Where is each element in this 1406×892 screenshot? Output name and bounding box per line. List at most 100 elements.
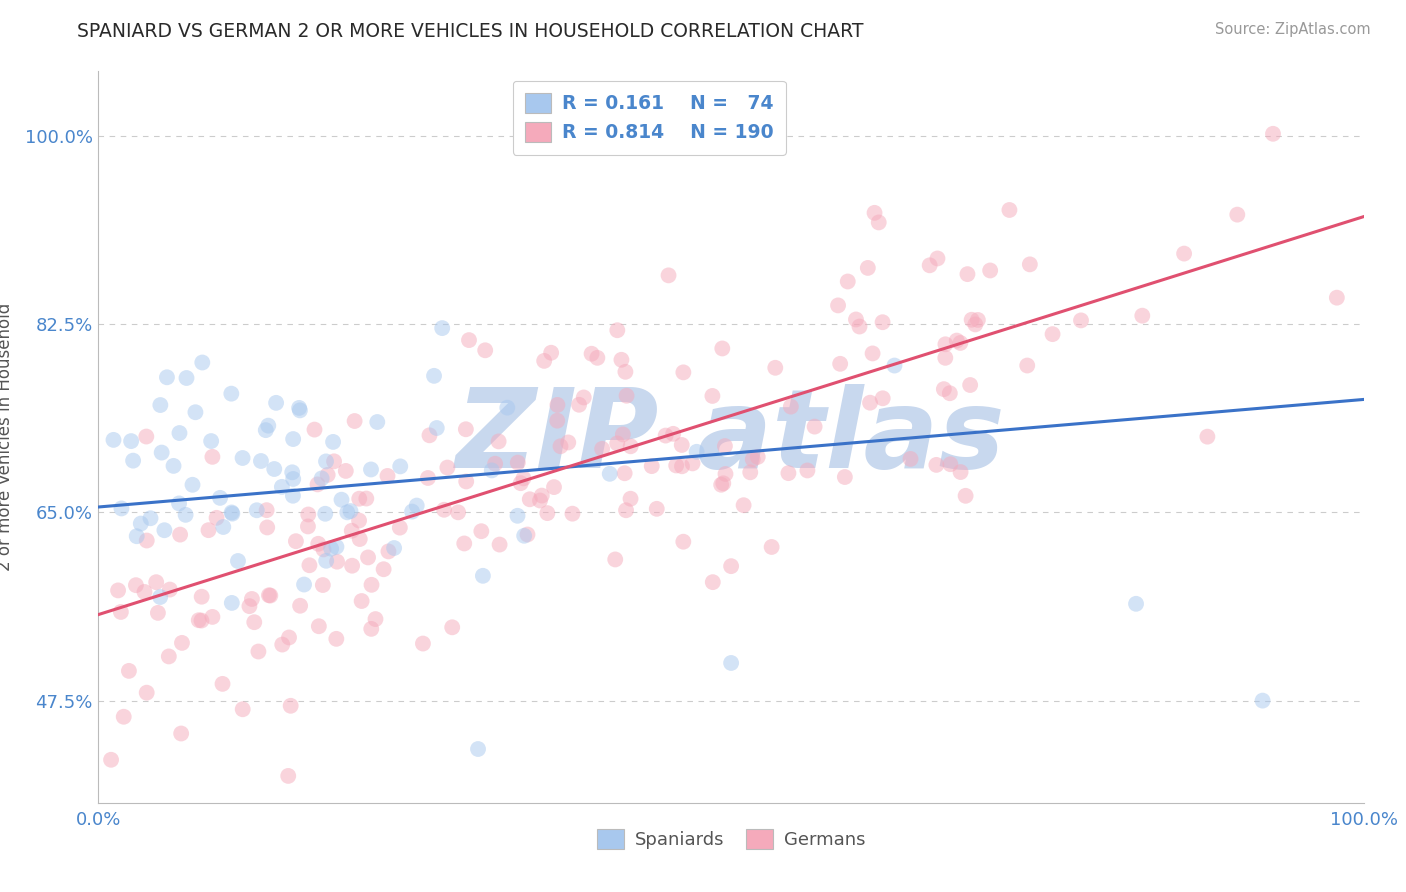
Point [205, 511, 228, 525]
Point [135, 686, 157, 700]
Point [176, 371, 198, 385]
Point [157, 649, 180, 664]
Point [848, 319, 870, 334]
Point [956, 267, 979, 281]
Point [405, 499, 427, 513]
Point [619, 491, 641, 506]
Point [496, 401, 519, 415]
Point [366, 415, 388, 429]
Point [733, 498, 755, 512]
Point [561, 507, 583, 521]
Point [546, 414, 568, 428]
Text: Source: ZipAtlas.com: Source: ZipAtlas.com [1215, 22, 1371, 37]
Point [872, 392, 894, 406]
Point [316, 467, 339, 482]
Point [278, 631, 301, 645]
Point [1251, 693, 1274, 707]
Point [488, 434, 510, 449]
Point [297, 519, 319, 533]
Point [872, 315, 894, 329]
Point [343, 414, 366, 428]
Point [201, 610, 224, 624]
Point [257, 588, 280, 602]
Point [512, 471, 534, 485]
Point [599, 467, 621, 481]
Point [614, 365, 637, 379]
Point [307, 537, 329, 551]
Point [436, 460, 458, 475]
Point [169, 425, 191, 440]
Point [389, 459, 412, 474]
Point [932, 382, 955, 396]
Point [467, 742, 489, 756]
Point [412, 636, 434, 650]
Point [927, 252, 949, 266]
Point [110, 501, 132, 516]
Point [1042, 327, 1064, 342]
Point [200, 434, 222, 448]
Point [432, 321, 454, 335]
Point [516, 527, 538, 541]
Point [827, 298, 849, 312]
Point [416, 471, 439, 485]
Point [330, 492, 353, 507]
Point [187, 613, 209, 627]
Point [314, 507, 336, 521]
Point [488, 538, 510, 552]
Point [312, 542, 335, 557]
Point [150, 445, 173, 459]
Point [613, 467, 636, 481]
Point [259, 589, 281, 603]
Point [347, 514, 370, 528]
Point [221, 386, 243, 401]
Point [284, 534, 307, 549]
Point [747, 450, 769, 464]
Point [710, 477, 733, 491]
Point [201, 450, 224, 464]
Point [481, 463, 503, 477]
Point [280, 698, 302, 713]
Point [1326, 291, 1348, 305]
Point [169, 527, 191, 541]
Point [1130, 309, 1153, 323]
Point [322, 434, 344, 449]
Point [190, 590, 212, 604]
Point [568, 398, 591, 412]
Point [103, 433, 125, 447]
Point [308, 619, 330, 633]
Point [221, 507, 243, 521]
Point [470, 524, 492, 539]
Point [271, 638, 294, 652]
Point [741, 452, 763, 467]
Point [803, 419, 825, 434]
Point [315, 554, 337, 568]
Point [336, 505, 359, 519]
Point [423, 368, 446, 383]
Point [605, 552, 627, 566]
Point [283, 432, 305, 446]
Point [135, 429, 157, 443]
Point [350, 594, 373, 608]
Point [509, 476, 531, 491]
Point [125, 529, 148, 543]
Point [401, 505, 423, 519]
Point [298, 558, 321, 573]
Point [456, 475, 478, 489]
Point [212, 520, 235, 534]
Point [146, 606, 169, 620]
Point [845, 312, 868, 326]
Point [711, 342, 734, 356]
Legend: Spaniards, Germans: Spaniards, Germans [589, 822, 873, 856]
Point [671, 459, 693, 474]
Point [364, 612, 387, 626]
Point [484, 457, 506, 471]
Point [471, 569, 494, 583]
Point [778, 466, 800, 480]
Point [145, 575, 167, 590]
Point [955, 489, 977, 503]
Point [339, 504, 361, 518]
Point [740, 465, 762, 479]
Point [256, 503, 278, 517]
Point [156, 370, 179, 384]
Point [959, 378, 981, 392]
